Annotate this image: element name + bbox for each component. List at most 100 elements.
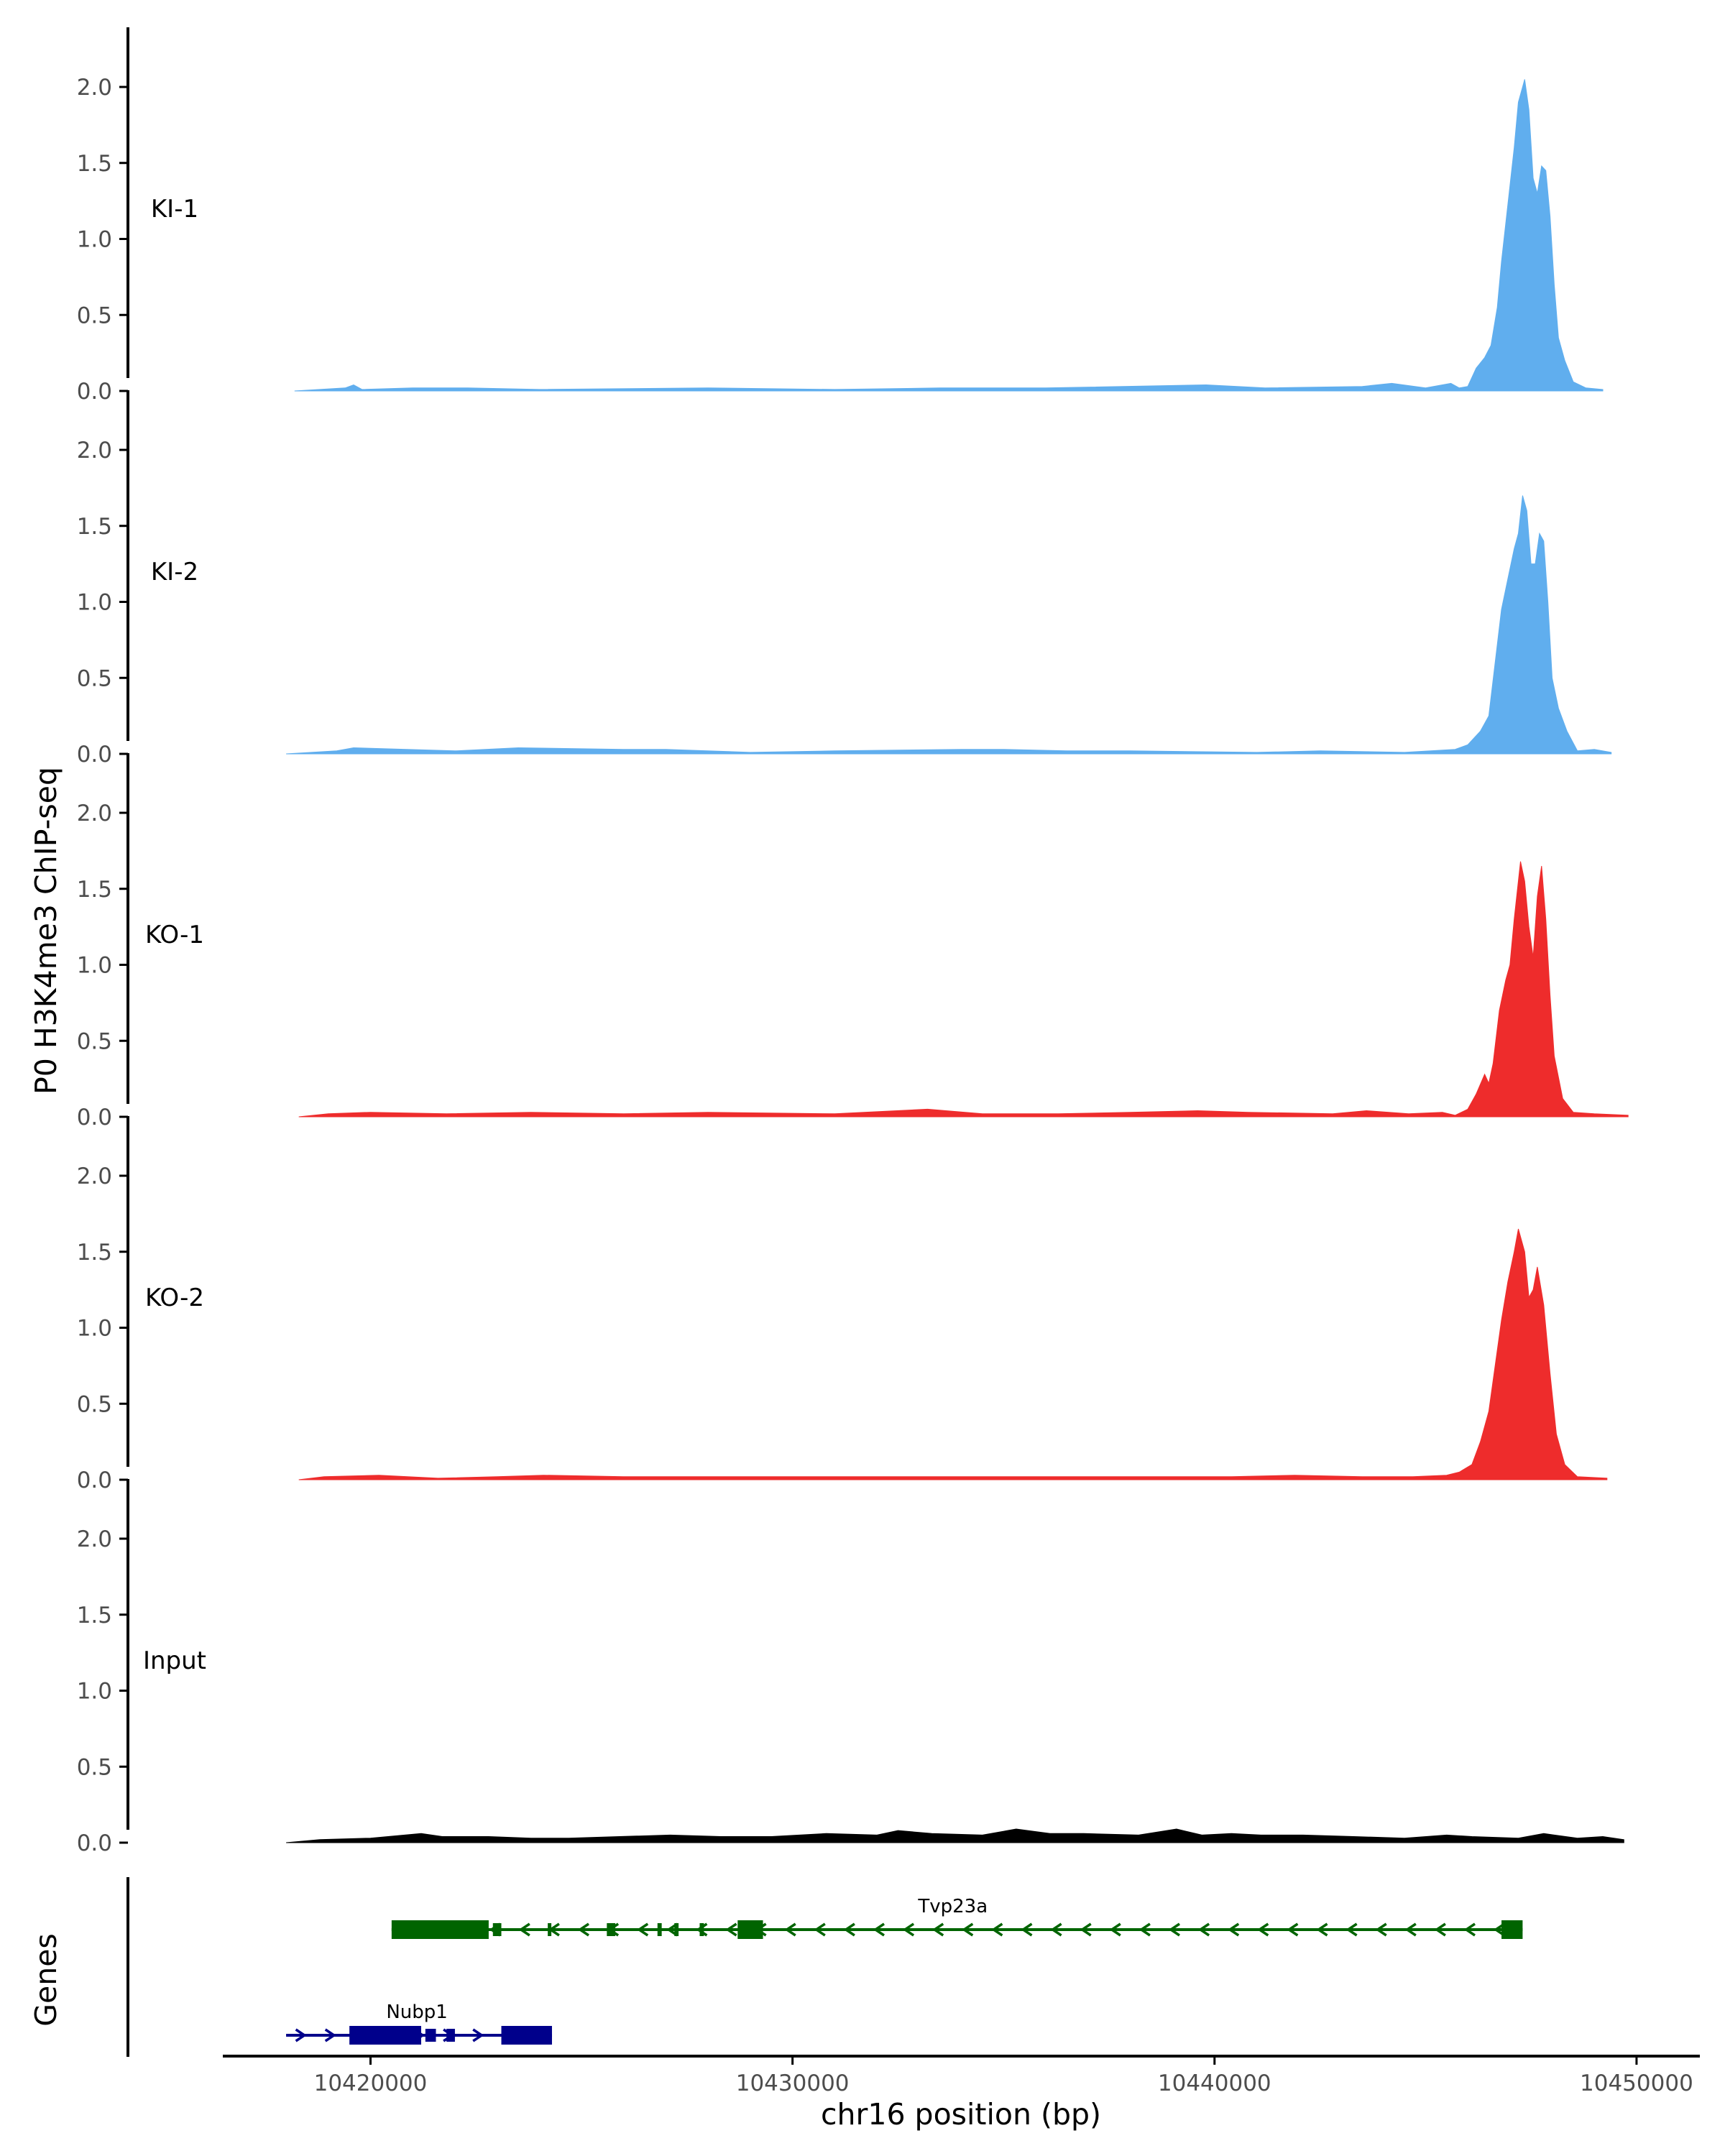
- y-tick-label: 0.0: [77, 1468, 112, 1493]
- y-tick-label: 0.0: [77, 379, 112, 405]
- gene-exon: [699, 1923, 704, 1936]
- strand-arrow: [1287, 1922, 1299, 1937]
- strand-arrow: [1434, 1922, 1446, 1937]
- y-tick-label: 1.0: [77, 953, 112, 979]
- strand-arrow: [1228, 1922, 1240, 1937]
- strand-arrow: [932, 1922, 944, 1937]
- strand-arrow: [1316, 1922, 1328, 1937]
- strand-arrow: [1109, 1922, 1121, 1937]
- x-tick-label: 10430000: [736, 2070, 850, 2096]
- strand-arrow: [295, 2028, 307, 2042]
- strand-arrow: [637, 1922, 649, 1937]
- strand-arrow: [873, 1922, 885, 1937]
- y-tick-label: 2.0: [77, 438, 112, 464]
- track-panel-ki-2: 0.0 0.5 1.0 1.5 2.0 KI-2: [77, 390, 1612, 768]
- strand-arrow: [472, 2028, 484, 2042]
- strand-arrow: [1463, 1922, 1476, 1937]
- y-tick-label: 0.0: [77, 1830, 112, 1856]
- coverage-area-ko-1: [298, 861, 1629, 1118]
- strand-arrow: [324, 2028, 336, 2042]
- gene-exon: [737, 1920, 763, 1939]
- strand-arrow: [725, 1922, 737, 1937]
- strand-arrow: [1080, 1922, 1092, 1937]
- strand-arrow: [814, 1922, 826, 1937]
- track-label-ko-1: KO-1: [145, 921, 204, 949]
- gene-exon: [391, 1920, 489, 1939]
- strand-arrow: [696, 1922, 708, 1937]
- gene-exon: [674, 1923, 679, 1936]
- gene-nubp1: Nubp1: [286, 2001, 552, 2045]
- strand-arrow: [518, 1922, 530, 1937]
- y-tick-label: 0.0: [77, 1105, 112, 1130]
- y-tick-label: 1.5: [77, 514, 112, 540]
- gene-exon: [492, 1923, 502, 1936]
- strand-arrow: [843, 1922, 855, 1937]
- strand-arrow: [1021, 1922, 1033, 1937]
- x-tick-label: 10440000: [1158, 2070, 1271, 2096]
- y-axis-title: P0 H3K4me3 ChIP-seq: [29, 767, 63, 1095]
- y-tick-label: 0.5: [77, 303, 112, 328]
- track-panel-ko-2: 0.0 0.5 1.0 1.5 2.0 KO-2: [77, 1116, 1608, 1493]
- y-tick-label: 0.5: [77, 665, 112, 691]
- y-tick-label: 1.5: [77, 1240, 112, 1266]
- gene-label-tvp23a: Tvp23a: [917, 1896, 988, 1917]
- y-tick-label: 1.5: [77, 1603, 112, 1628]
- gene-exon: [548, 1923, 552, 1936]
- x-tick-label: 10450000: [1580, 2070, 1693, 2096]
- y-tick-label: 1.5: [77, 877, 112, 903]
- strand-arrow: [1197, 1922, 1210, 1937]
- y-tick-label: 1.0: [77, 227, 112, 253]
- strand-arrow: [991, 1922, 1003, 1937]
- strand-arrow: [1375, 1922, 1387, 1937]
- gene-exon: [607, 1923, 616, 1936]
- y-tick-label: 2.0: [77, 1526, 112, 1552]
- y-tick-label: 0.5: [77, 1028, 112, 1054]
- gene-exon: [1501, 1920, 1523, 1939]
- x-tick-label: 10420000: [314, 2070, 428, 2096]
- track-label-ko-2: KO-2: [145, 1284, 204, 1312]
- strand-arrow: [1138, 1922, 1151, 1937]
- y-tick-label: 2.0: [77, 1164, 112, 1189]
- genes-axis-title: Genes: [29, 1933, 63, 2027]
- gene-exon: [657, 1923, 662, 1936]
- coverage-area-input: [286, 1828, 1624, 1843]
- track-label-ki-1: KI-1: [151, 195, 198, 224]
- x-axis-title: chr16 position (bp): [821, 2097, 1101, 2132]
- coverage-tracks: 0.00.51.01.52.0KI-10.00.51.01.52.0KI-20.…: [77, 27, 1629, 1856]
- x-axis: 10420000 10430000 10440000 10450000: [223, 2055, 1700, 2096]
- strand-arrow: [1257, 1922, 1269, 1937]
- gene-exon: [425, 2029, 436, 2042]
- gene-tvp23a: Tvp23a: [391, 1896, 1523, 1939]
- y-tick-label: 0.5: [77, 1391, 112, 1417]
- strand-arrow: [902, 1922, 915, 1937]
- gene-exon: [446, 2029, 455, 2042]
- coverage-area-ki-2: [286, 495, 1612, 755]
- y-tick-label: 1.0: [77, 1679, 112, 1705]
- y-tick-label: 0.5: [77, 1754, 112, 1780]
- y-tick-label: 1.5: [77, 151, 112, 177]
- track-panel-input: 0.0 0.5 1.0 1.5 2.0 Input: [77, 1479, 1624, 1856]
- gene-label-nubp1: Nubp1: [386, 2001, 447, 2023]
- track-label-input: Input: [143, 1646, 206, 1675]
- y-tick-label: 1.0: [77, 590, 112, 616]
- y-tick-label: 2.0: [77, 801, 112, 826]
- gene-exon: [501, 2026, 552, 2045]
- strand-arrow: [1050, 1922, 1062, 1937]
- strand-arrow: [577, 1922, 589, 1937]
- strand-arrow: [784, 1922, 796, 1937]
- strand-arrow: [1346, 1922, 1358, 1937]
- gene-annotation-panel: Tvp23a Nubp1: [126, 1877, 1523, 2057]
- y-tick-label: 2.0: [77, 75, 112, 101]
- coverage-area-ki-1: [294, 79, 1604, 392]
- strand-arrow: [1404, 1922, 1417, 1937]
- track-label-ki-2: KI-2: [151, 558, 198, 586]
- strand-arrow: [962, 1922, 974, 1937]
- y-tick-label: 0.0: [77, 742, 112, 768]
- y-tick-label: 1.0: [77, 1316, 112, 1342]
- track-panel-ko-1: 0.0 0.5 1.0 1.5 2.0 KO-1: [77, 753, 1629, 1130]
- coverage-area-ko-2: [298, 1228, 1608, 1480]
- gene-exon: [349, 2026, 421, 2045]
- strand-arrow: [1168, 1922, 1180, 1937]
- track-panel-ki-1: 0.0 0.5 1.0 1.5 2.0 KI-1: [77, 27, 1604, 405]
